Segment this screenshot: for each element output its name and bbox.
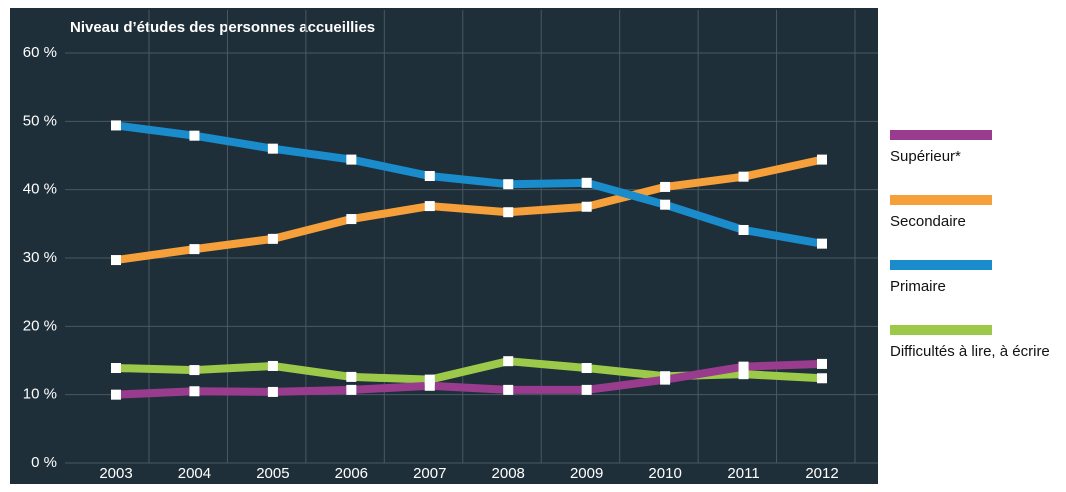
- y-tick-label: 0 %: [31, 454, 57, 471]
- point-marker: [581, 384, 592, 395]
- point-marker: [346, 214, 357, 225]
- point-marker: [424, 374, 435, 385]
- y-tick-label: 30 %: [23, 249, 57, 266]
- x-tick-label: 2008: [492, 465, 525, 482]
- point-marker: [817, 154, 827, 165]
- point-marker: [111, 389, 121, 400]
- plot-background: [10, 8, 878, 484]
- x-tick-label: 2003: [99, 465, 132, 482]
- x-tick-label: 2012: [805, 465, 838, 482]
- x-tick-label: 2006: [335, 465, 368, 482]
- x-tick-label: 2010: [648, 465, 681, 482]
- point-marker: [346, 154, 357, 165]
- point-marker: [503, 356, 514, 367]
- point-marker: [738, 171, 749, 182]
- point-marker: [660, 181, 671, 192]
- point-marker: [738, 369, 749, 380]
- y-tick-label: 20 %: [23, 317, 57, 334]
- point-marker: [111, 120, 121, 131]
- point-marker: [189, 386, 200, 397]
- point-marker: [267, 360, 278, 371]
- legend-label: Difficultés à lire, à écrire: [890, 343, 1050, 360]
- legend-swatch: [890, 325, 992, 335]
- x-tick-label: 2009: [570, 465, 603, 482]
- point-marker: [660, 199, 671, 210]
- point-marker: [738, 224, 749, 235]
- point-marker: [581, 177, 592, 188]
- point-marker: [346, 371, 357, 382]
- point-marker: [424, 201, 435, 212]
- point-marker: [424, 380, 435, 391]
- point-marker: [111, 363, 121, 374]
- chart-title: Niveau d’études des personnes accueillie…: [70, 19, 375, 36]
- legend-swatch: [890, 195, 992, 205]
- series-line: [115, 155, 823, 265]
- point-marker: [503, 179, 514, 190]
- point-marker: [346, 384, 357, 395]
- point-marker: [267, 143, 278, 154]
- point-marker: [817, 238, 827, 249]
- point-marker: [738, 361, 749, 372]
- x-tick-label: 2011: [727, 465, 759, 482]
- point-marker: [267, 386, 278, 397]
- y-tick-label: 60 %: [23, 44, 57, 61]
- point-marker: [189, 130, 200, 141]
- legend-label: Supérieur*: [890, 148, 961, 165]
- legend-label: Secondaire: [890, 213, 966, 230]
- legend-swatch: [890, 130, 992, 140]
- point-marker: [189, 244, 200, 255]
- point-marker: [503, 384, 514, 395]
- x-tick-label: 2005: [256, 465, 289, 482]
- point-marker: [660, 374, 671, 385]
- point-marker: [111, 255, 121, 266]
- series-line: [115, 359, 823, 399]
- point-marker: [817, 373, 827, 384]
- y-tick-label: 50 %: [23, 112, 57, 129]
- y-tick-label: 10 %: [23, 386, 57, 403]
- point-marker: [424, 171, 435, 181]
- x-tick-label: 2007: [413, 465, 446, 482]
- point-marker: [817, 358, 827, 369]
- point-marker: [581, 363, 592, 374]
- y-tick-label: 40 %: [23, 181, 57, 198]
- point-marker: [189, 365, 200, 376]
- series-line: [115, 121, 823, 248]
- legend-label: Primaire: [890, 278, 946, 295]
- point-marker: [267, 233, 278, 244]
- point-marker: [503, 207, 514, 218]
- point-marker: [581, 201, 592, 212]
- x-tick-label: 2004: [178, 465, 211, 482]
- legend-swatch: [890, 260, 992, 270]
